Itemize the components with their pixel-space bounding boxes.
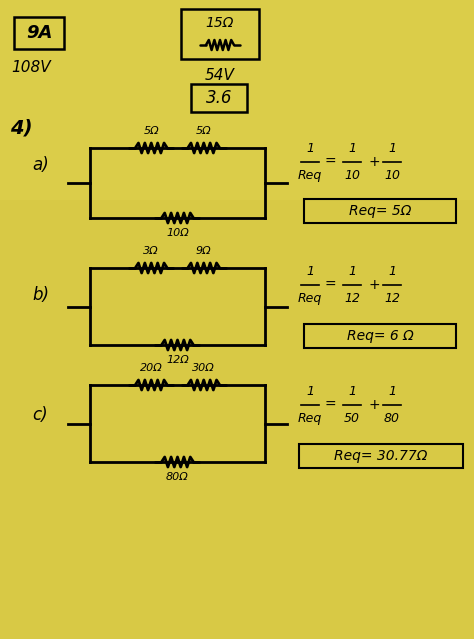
- Text: 1: 1: [306, 385, 314, 398]
- Text: 9A: 9A: [26, 24, 52, 42]
- Text: 9Ω: 9Ω: [196, 246, 211, 256]
- Text: Req= 6 Ω: Req= 6 Ω: [346, 329, 413, 343]
- Text: 4): 4): [10, 118, 33, 137]
- Text: c): c): [32, 406, 47, 424]
- Text: 1: 1: [388, 385, 396, 398]
- Text: Req= 30.77Ω: Req= 30.77Ω: [334, 449, 428, 463]
- Text: 5Ω: 5Ω: [144, 126, 159, 136]
- Text: 1: 1: [306, 142, 314, 155]
- Text: 1: 1: [348, 385, 356, 398]
- Text: Req: Req: [298, 169, 322, 182]
- Text: =: =: [325, 398, 337, 412]
- Text: =: =: [325, 155, 337, 169]
- Bar: [0, 0, 474, 200]
- Text: +: +: [369, 398, 381, 412]
- Text: 10: 10: [384, 169, 400, 182]
- Text: 20Ω: 20Ω: [140, 363, 163, 373]
- Text: b): b): [32, 286, 49, 304]
- Text: 10Ω: 10Ω: [166, 228, 189, 238]
- Text: Req= 5Ω: Req= 5Ω: [349, 204, 411, 218]
- Text: 5Ω: 5Ω: [196, 126, 211, 136]
- Text: 1: 1: [388, 142, 396, 155]
- Text: 12Ω: 12Ω: [166, 355, 189, 365]
- Text: +: +: [369, 155, 381, 169]
- Text: 80Ω: 80Ω: [166, 472, 189, 482]
- Text: a): a): [32, 156, 49, 174]
- Text: 12: 12: [344, 292, 360, 305]
- Text: 30Ω: 30Ω: [192, 363, 215, 373]
- Text: 1: 1: [348, 265, 356, 278]
- Text: Req: Req: [298, 292, 322, 305]
- Text: Req: Req: [298, 412, 322, 425]
- Text: =: =: [325, 278, 337, 292]
- Text: 108V: 108V: [11, 61, 51, 75]
- Text: 12: 12: [384, 292, 400, 305]
- Text: 54V: 54V: [205, 68, 235, 82]
- Text: +: +: [369, 278, 381, 292]
- Text: 1: 1: [348, 142, 356, 155]
- Text: 3.6: 3.6: [206, 89, 232, 107]
- Text: 3Ω: 3Ω: [144, 246, 159, 256]
- Text: 1: 1: [388, 265, 396, 278]
- Text: 80: 80: [384, 412, 400, 425]
- Text: 1: 1: [306, 265, 314, 278]
- Text: 10: 10: [344, 169, 360, 182]
- Text: 50: 50: [344, 412, 360, 425]
- Text: 15Ω: 15Ω: [206, 16, 234, 30]
